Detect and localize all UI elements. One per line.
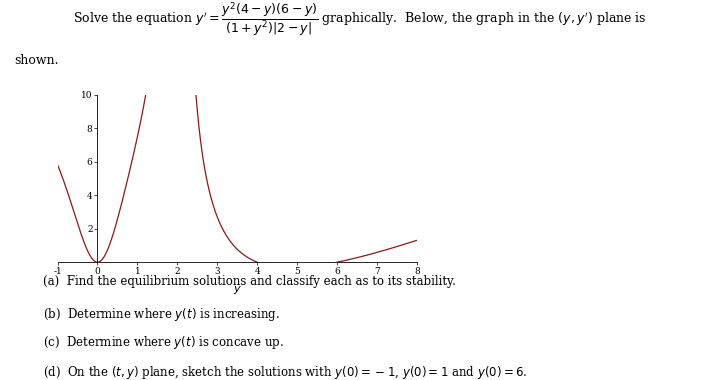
Text: (a)  Find the equilibrium solutions and classify each as to its stability.: (a) Find the equilibrium solutions and c… xyxy=(43,275,456,288)
Text: shown.: shown. xyxy=(14,54,59,67)
Text: (b)  Determine where $y(t)$ is increasing.: (b) Determine where $y(t)$ is increasing… xyxy=(43,306,280,323)
Text: $y$: $y$ xyxy=(233,284,242,296)
Text: (d)  On the $(t, y)$ plane, sketch the solutions with $y(0) = -1$, $y(0) = 1$ an: (d) On the $(t, y)$ plane, sketch the so… xyxy=(43,364,528,380)
Text: (c)  Determine where $y(t)$ is concave up.: (c) Determine where $y(t)$ is concave up… xyxy=(43,334,284,352)
Text: Solve the equation $y' = \dfrac{y^2(4-y)(6-y)}{(1+y^2)|2-y|}$ graphically.  Belo: Solve the equation $y' = \dfrac{y^2(4-y)… xyxy=(73,0,646,38)
